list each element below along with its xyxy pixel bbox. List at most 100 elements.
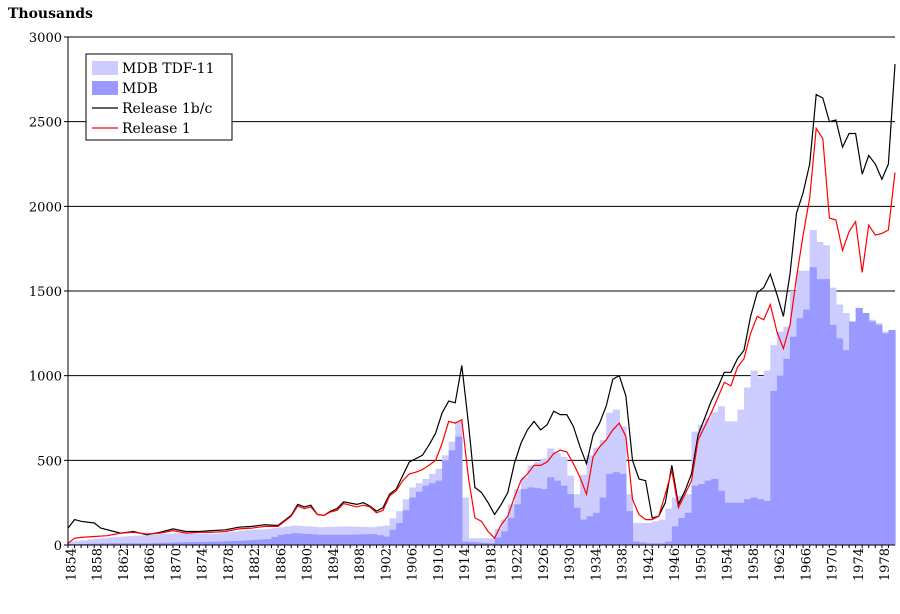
mdb-tdf11-bar xyxy=(153,534,161,545)
mdb-tdf11-bar xyxy=(665,508,673,545)
mdb-bar xyxy=(474,542,483,545)
mdb-bar xyxy=(514,504,522,545)
x-tick-label: 1934 xyxy=(589,548,604,581)
mdb-bar xyxy=(599,497,607,545)
mdb-bar xyxy=(481,542,489,545)
x-tick-label: 1942 xyxy=(642,548,657,581)
mdb-bar xyxy=(534,488,542,545)
mdb-bar xyxy=(704,480,712,545)
mdb-bar xyxy=(724,502,732,545)
mdb-bar xyxy=(166,542,174,545)
mdb-bar xyxy=(146,543,154,545)
x-tick-label: 1898 xyxy=(353,548,368,581)
release-1bc-line xyxy=(67,64,896,536)
mdb-bar xyxy=(822,279,830,545)
mdb-bar xyxy=(507,517,515,545)
mdb-tdf11-bar xyxy=(159,533,168,545)
mdb-bar xyxy=(212,541,220,545)
mdb-bar xyxy=(842,350,850,545)
mdb-bar xyxy=(415,491,424,545)
mdb-bar xyxy=(803,309,811,545)
x-tick-label: 1858 xyxy=(91,548,106,581)
mdb-bar xyxy=(573,507,581,545)
x-tick-label: 1890 xyxy=(301,548,316,581)
y-tick-label: 2500 xyxy=(29,116,62,131)
mdb-bar xyxy=(593,512,601,545)
mdb-tdf11-bar xyxy=(146,534,154,545)
mdb-tdf11-bar xyxy=(488,538,496,545)
legend-swatch xyxy=(92,81,118,95)
mdb-bar xyxy=(461,541,469,545)
mdb-bar xyxy=(363,534,371,545)
mdb-bar xyxy=(494,537,502,545)
mdb-bar xyxy=(737,502,745,545)
mdb-tdf11-bar xyxy=(74,540,82,545)
mdb-bar xyxy=(153,543,161,545)
mdb-bar xyxy=(310,534,319,545)
mdb-bar xyxy=(678,517,686,545)
x-tick-label: 1926 xyxy=(537,548,552,581)
mdb-tdf11-bar xyxy=(599,440,607,545)
y-tick-label: 500 xyxy=(37,454,62,469)
mdb-bar xyxy=(442,460,450,545)
mdb-tdf11-bar xyxy=(271,528,279,545)
mdb-bar xyxy=(717,490,725,545)
mdb-bar xyxy=(107,543,115,545)
mdb-tdf11-bar xyxy=(166,533,174,545)
mdb-bar xyxy=(625,511,634,545)
mdb-bar xyxy=(455,436,463,545)
mdb-tdf11-bar xyxy=(81,540,89,545)
mdb-tdf11-bar xyxy=(632,522,640,545)
mdb-bar xyxy=(488,543,496,545)
mdb-bar xyxy=(829,324,837,545)
mdb-bar xyxy=(520,489,529,545)
mdb-bar xyxy=(560,485,568,545)
mdb-tdf11-bar xyxy=(87,539,95,545)
mdb-tdf11-bar xyxy=(737,409,745,545)
mdb-tdf11-bar xyxy=(68,541,76,545)
mdb-bar xyxy=(671,526,680,545)
mdb-bar xyxy=(258,539,266,545)
mdb-bar xyxy=(422,485,430,545)
x-tick-label: 1902 xyxy=(379,548,394,581)
mdb-tdf11-bar xyxy=(127,536,135,545)
mdb-bar xyxy=(323,534,332,545)
mdb-bar xyxy=(396,522,404,545)
mdb-bar xyxy=(757,499,765,545)
mdb-tdf11-bar xyxy=(750,370,758,545)
mdb-bar xyxy=(665,541,673,545)
x-tick-label: 1946 xyxy=(668,548,683,581)
mdb-bar xyxy=(409,497,417,545)
mdb-tdf11-bar xyxy=(133,535,141,545)
mdb-bar xyxy=(553,480,561,545)
mdb-bar xyxy=(744,499,752,545)
mdb-bar xyxy=(317,534,325,545)
mdb-bar xyxy=(297,533,305,545)
mdb-tdf11-bar xyxy=(238,530,246,545)
mdb-bar xyxy=(186,542,194,545)
mdb-tdf11-bar xyxy=(113,536,122,545)
mdb-bar xyxy=(783,358,791,545)
mdb-bar xyxy=(789,336,798,545)
mdb-bar xyxy=(796,318,804,545)
mdb-tdf11-bar xyxy=(671,497,680,545)
y-tick-label: 0 xyxy=(54,539,62,554)
mdb-tdf11-bar xyxy=(468,538,476,545)
mdb-bar xyxy=(711,478,719,545)
mdb-bar xyxy=(225,541,233,545)
mdb-bar xyxy=(284,533,292,545)
mdb-bar xyxy=(849,321,857,545)
mdb-bar xyxy=(632,541,640,545)
mdb-bar xyxy=(383,536,391,545)
mdb-tdf11-bar xyxy=(593,447,601,545)
mdb-tdf11-bar xyxy=(264,528,273,545)
mdb-tdf11-bar xyxy=(383,525,391,545)
x-tick-label: 1914 xyxy=(458,548,473,581)
mdb-tdf11-bar xyxy=(218,533,227,545)
mdb-bar xyxy=(278,534,286,545)
mdb-bar xyxy=(684,512,693,545)
x-tick-label: 1886 xyxy=(274,548,289,581)
x-tick-label: 1870 xyxy=(169,548,184,581)
mdb-tdf11-bar xyxy=(212,533,220,545)
release-1-line xyxy=(67,126,896,544)
